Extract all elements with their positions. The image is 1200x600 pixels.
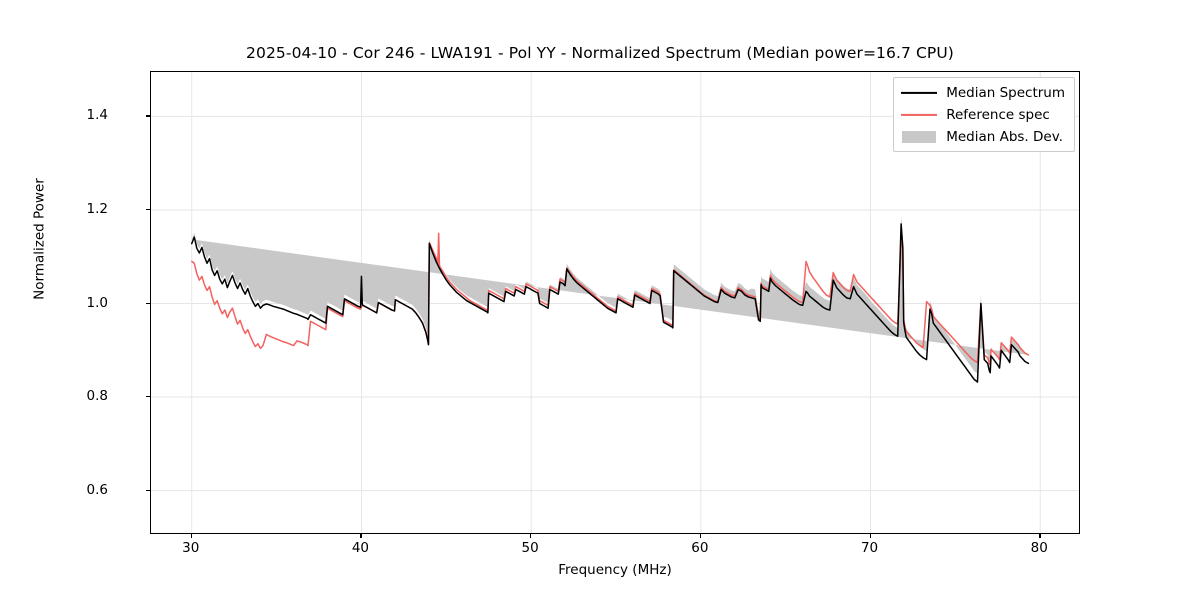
legend-label: Reference spec: [946, 106, 1050, 123]
x-tick-label: 30: [182, 540, 200, 556]
legend-item-median-abs-dev: Median Abs. Dev.: [901, 128, 1065, 145]
y-tick-mark: [146, 302, 150, 304]
spectrum-plot-svg: [151, 72, 1079, 533]
x-tick-mark: [190, 534, 193, 538]
legend-line-icon-reference: [901, 108, 938, 122]
x-tick-label: 40: [351, 540, 370, 556]
page-title: 2025-04-10 - Cor 246 - LWA191 - Pol YY -…: [246, 44, 954, 62]
x-tick-mark: [530, 534, 532, 538]
y-tick-mark: [146, 396, 150, 398]
y-tick-mark: [146, 115, 150, 117]
x-tick-mark: [869, 534, 871, 538]
median-spectrum-line: [190, 223, 1030, 383]
legend-line-icon-median: [901, 86, 938, 100]
y-tick-label: 0.8: [86, 388, 108, 405]
legend-label: Median Spectrum: [946, 84, 1065, 101]
legend-item-reference-spec: Reference spec: [901, 106, 1065, 123]
x-tick-label: 60: [691, 540, 709, 556]
legend: Median Spectrum Reference spec Median Ab…: [893, 77, 1075, 152]
mad-band-area: [191, 215, 1029, 374]
x-tick-label: 80: [1030, 540, 1048, 556]
x-tick-mark: [1039, 534, 1041, 538]
y-tick-label: 1.2: [86, 200, 108, 217]
x-axis-label: Frequency (MHz): [558, 562, 672, 578]
legend-patch-icon-mad: [901, 130, 937, 144]
y-tick-label: 0.6: [86, 481, 108, 498]
x-tick-mark: [699, 534, 702, 538]
plot-area: Median Spectrum Reference spec Median Ab…: [150, 71, 1080, 534]
y-tick-label: 1.4: [86, 107, 108, 124]
legend-item-median-spectrum: Median Spectrum: [901, 84, 1065, 101]
y-tick-mark: [146, 489, 150, 491]
y-tick-label: 1.0: [86, 294, 108, 311]
y-tick-mark: [146, 208, 150, 211]
x-tick-mark: [360, 534, 362, 538]
legend-label: Median Abs. Dev.: [946, 128, 1063, 145]
plot-inner: [151, 72, 1079, 533]
x-tick-label: 70: [860, 540, 879, 556]
x-tick-label: 50: [521, 540, 539, 556]
